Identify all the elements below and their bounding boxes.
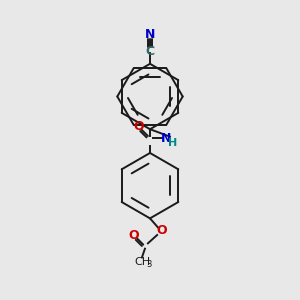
- Text: C: C: [146, 45, 154, 58]
- Text: O: O: [156, 224, 166, 237]
- Text: N: N: [145, 28, 155, 41]
- Text: H: H: [168, 138, 178, 148]
- Text: O: O: [133, 120, 144, 133]
- Text: 3: 3: [146, 260, 151, 268]
- Text: CH: CH: [134, 257, 150, 267]
- Text: N: N: [161, 132, 172, 145]
- Text: O: O: [129, 229, 139, 242]
